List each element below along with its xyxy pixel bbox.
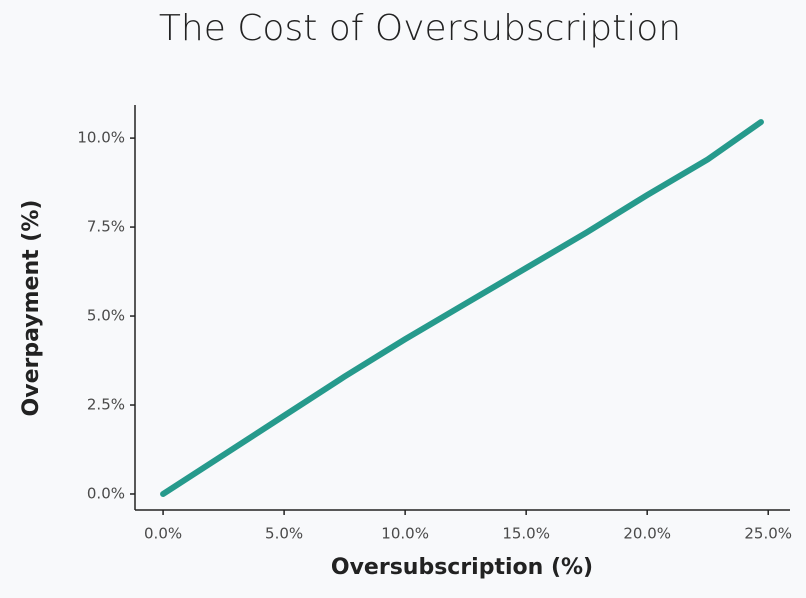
y-tick-label: 0.0% xyxy=(87,484,125,502)
x-tick-label: 15.0% xyxy=(502,525,550,543)
x-tick-label: 5.0% xyxy=(265,525,303,543)
chart-title: The Cost of Oversubscription xyxy=(159,8,681,49)
x-tick-label: 10.0% xyxy=(381,525,429,543)
y-tick-label: 5.0% xyxy=(87,307,125,325)
x-tick-label: 20.0% xyxy=(623,525,671,543)
line xyxy=(160,119,764,497)
y-tick-label: 2.5% xyxy=(87,396,125,414)
y-tick-label: 10.0% xyxy=(77,129,125,147)
y-tick-label: 7.5% xyxy=(87,218,125,236)
x-axis-label: Oversubscription (%) xyxy=(331,555,593,580)
x-tick-label: 25.0% xyxy=(744,525,792,543)
x-tick-label: 0.0% xyxy=(144,525,182,543)
y-axis-label: Overpayment (%) xyxy=(19,200,44,417)
